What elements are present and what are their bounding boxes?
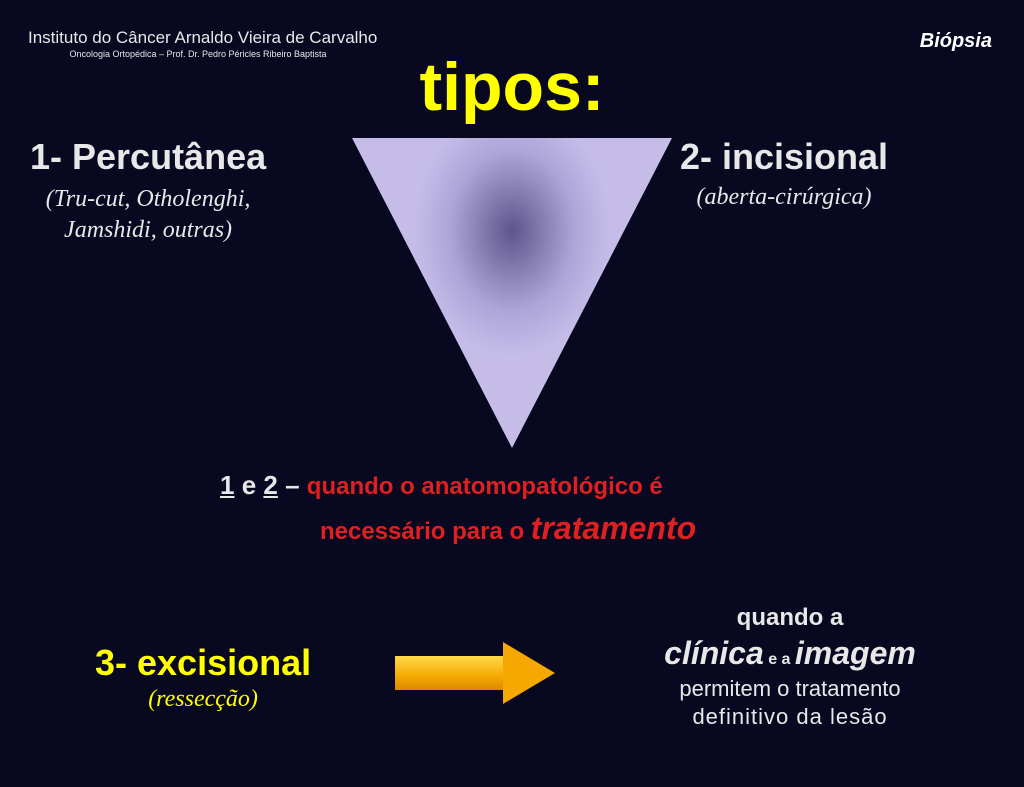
type-3-sub: (ressecção) [95,686,311,713]
type-2-block: 2- incisional (aberta-cirúrgica) [680,136,888,211]
type-1-block: 1- Percutânea (Tru-cut, Otholenghi, Jams… [30,136,266,246]
type-3-condition: quando a clínica e a imagem permitem o t… [580,602,1000,732]
cond-line4: definitivo da lesão [580,703,1000,732]
mid-red-1: quando o anatomopatológico é [307,473,663,500]
mid-num-2: 2 [263,470,277,500]
triangle-shape [352,138,672,448]
arrow-shaft [395,656,505,690]
type-1-sub: (Tru-cut, Otholenghi, Jamshidi, outras) [30,184,266,246]
cond-e-a: e a [764,651,795,668]
arrow-head [503,642,555,704]
type-3-heading: 3- excisional [95,642,311,684]
cond-line3: permitem o tratamento [580,675,1000,704]
cond-imagem: imagem [795,635,916,671]
mid-rule-line1: 1 e 2 – quando o anatomopatológico é [220,470,840,501]
type-1-sub-line1: (Tru-cut, Otholenghi, [46,186,251,212]
cond-line2: clínica e a imagem [580,633,1000,675]
mid-red-2a: necessário para o [320,518,531,545]
mid-dash: – [278,470,307,500]
type-2-sub: (aberta-cirúrgica) [680,184,888,211]
mid-num-1: 1 [220,470,234,500]
mid-conj: e [234,470,263,500]
cond-line1: quando a [580,602,1000,633]
institute-name: Instituto do Câncer Arnaldo Vieira de Ca… [28,28,377,48]
type-3-block: 3- excisional (ressecção) [95,642,311,713]
slide-title: tipos: [0,48,1024,126]
type-1-sub-line2: Jamshidi, outras) [64,217,232,243]
arrow-right-icon [395,642,555,702]
mid-red-2b: tratamento [531,510,696,546]
type-2-heading: 2- incisional [680,136,888,178]
type-1-heading: 1- Percutânea [30,136,266,178]
cond-clinica: clínica [664,635,764,671]
mid-rule-line2: necessário para o tratamento [320,510,696,547]
